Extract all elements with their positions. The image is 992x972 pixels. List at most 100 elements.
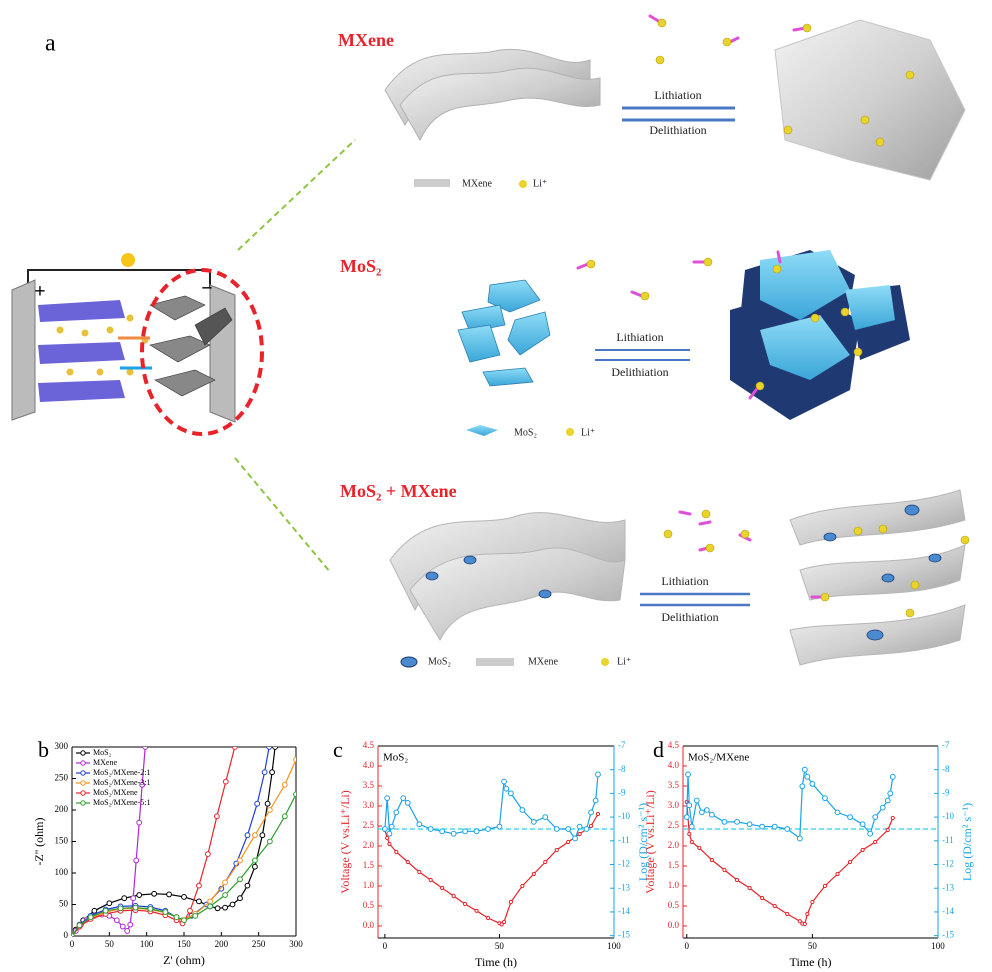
x-tick-label: 250 (252, 939, 266, 949)
electrode (12, 280, 35, 420)
y-tick-label: 250 (55, 773, 69, 783)
legend-swatch (81, 791, 85, 795)
connector-lines (235, 140, 355, 572)
data-point (267, 745, 272, 750)
data-point (394, 810, 399, 815)
data-point (486, 827, 491, 832)
data-point (262, 770, 267, 775)
annotation: MoS₂/MXene (688, 752, 749, 764)
data-point (722, 819, 727, 824)
y-tick-label: 3.5 (363, 780, 375, 790)
y-tick-label: 1.0 (668, 880, 680, 890)
data-point (238, 858, 243, 863)
data-point (823, 796, 828, 801)
x-tick-label: 100 (140, 939, 154, 949)
data-point (208, 904, 213, 909)
legend-label: Li⁺ (533, 178, 547, 189)
legend-swatch (81, 801, 85, 805)
data-point (554, 827, 559, 832)
process-label: Lithiation (654, 88, 701, 102)
plot-area (683, 767, 938, 925)
data-point (282, 782, 287, 787)
data-point (133, 905, 138, 910)
data-point (573, 836, 578, 841)
legend-label: MXene (462, 178, 493, 189)
data-point (848, 860, 851, 863)
process-label: Delithiation (611, 365, 668, 379)
data-point (429, 878, 432, 881)
data-point (386, 836, 389, 839)
y2-tick-label: -9 (942, 787, 950, 797)
y2-tick-label: -7 (618, 740, 626, 750)
data-point (803, 922, 806, 925)
data-point (880, 805, 885, 810)
panel-label: d (653, 737, 664, 762)
x-tick-label: 50 (495, 941, 505, 951)
data-point (890, 774, 895, 779)
y2-tick-label: -14 (942, 906, 954, 916)
data-point (92, 908, 97, 913)
y-tick-label: 0.5 (668, 900, 680, 910)
data-point (723, 868, 726, 871)
data-point (388, 842, 391, 845)
x-tick-label: 0 (685, 941, 690, 951)
negative-sign: − (201, 278, 212, 300)
data-point (555, 848, 558, 851)
data-point (704, 808, 709, 813)
data-point (836, 872, 839, 875)
data-point (735, 878, 738, 881)
mos2-flakes (458, 280, 550, 386)
data-point (387, 831, 392, 836)
data-point (440, 829, 445, 834)
data-point (567, 840, 570, 843)
data-point (452, 894, 455, 897)
data-point (694, 798, 699, 803)
y2-tick-label: -12 (618, 859, 630, 869)
data-point (77, 923, 82, 928)
legend-label: Li⁺ (617, 656, 631, 667)
plot-area (378, 772, 614, 926)
data-point (578, 832, 581, 835)
y-tick-label: 3.0 (363, 800, 375, 810)
data-point (686, 772, 691, 777)
mxene-sheets (385, 49, 600, 140)
section-title: MoS₂ (340, 256, 381, 276)
data-point (463, 829, 468, 834)
data-point (385, 796, 390, 801)
process-label: Lithiation (616, 330, 663, 344)
data-point (215, 906, 220, 911)
data-point (167, 892, 172, 897)
data-point (566, 827, 571, 832)
data-point (120, 924, 125, 929)
y-axis-label: Voltage (V vs.Li⁺/Li) (338, 790, 352, 894)
data-point (405, 800, 410, 805)
legend-swatch (81, 761, 85, 765)
data-point (823, 884, 826, 887)
data-point (88, 915, 93, 920)
legend-swatch (601, 658, 609, 666)
data-point (267, 808, 272, 813)
mos2-lithiated (730, 250, 910, 420)
data-point (382, 827, 387, 832)
data-point (107, 901, 112, 906)
data-point (520, 808, 525, 813)
data-point (265, 801, 270, 806)
legend-swatch (466, 425, 498, 436)
data-point (118, 906, 123, 911)
data-point (238, 877, 243, 882)
data-point (270, 770, 275, 775)
legend-label: MoS₂ (428, 656, 451, 667)
data-point (137, 820, 142, 825)
x-tick-label: 50 (808, 941, 818, 951)
data-point (596, 812, 599, 815)
data-point (474, 829, 479, 834)
data-point (253, 858, 258, 863)
x-tick-label: 50 (105, 939, 115, 949)
data-point (689, 824, 694, 829)
data-point (223, 880, 228, 885)
data-point (255, 801, 260, 806)
data-point (888, 791, 893, 796)
data-point (188, 908, 193, 913)
data-point (267, 839, 272, 844)
y2-axis-label: Log (D/cm² s⁻¹) (960, 803, 974, 881)
